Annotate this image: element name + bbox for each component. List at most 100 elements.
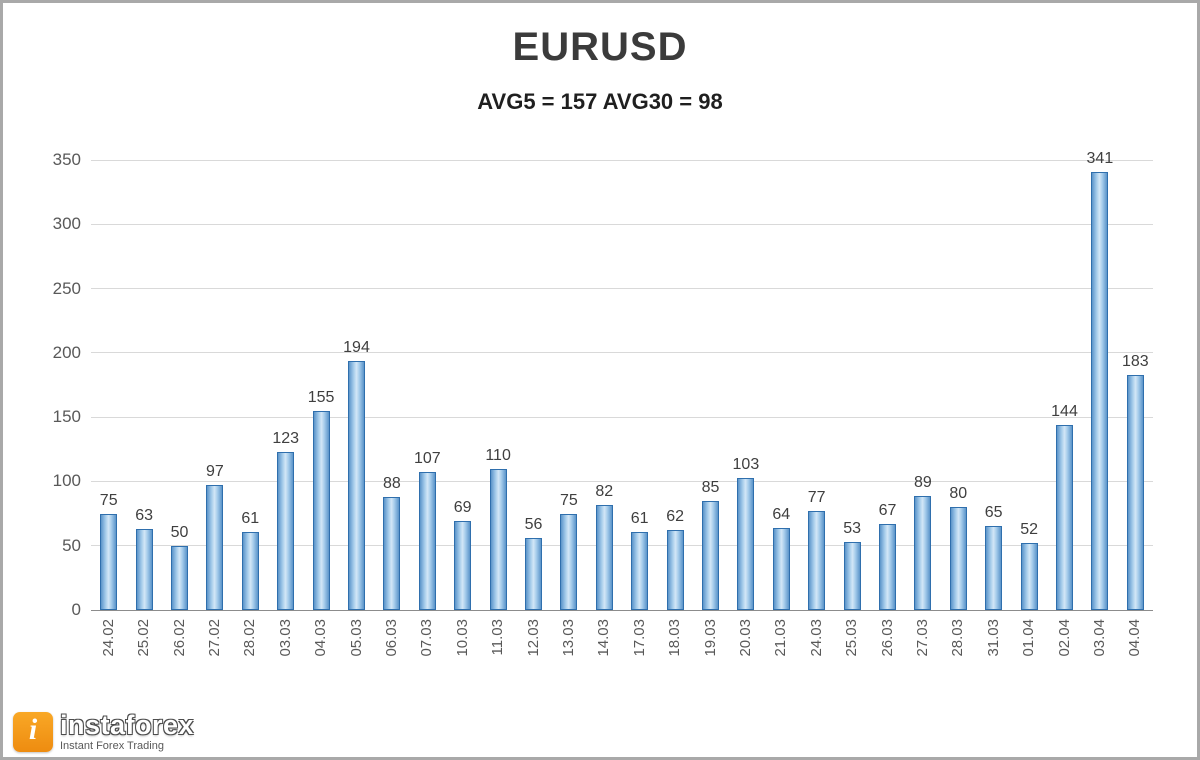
bar-value-label: 62	[666, 508, 684, 526]
bar-value-label: 53	[843, 519, 861, 537]
bar-value-label: 97	[205, 463, 224, 481]
y-axis-label: 250	[52, 278, 81, 298]
bar-01.04	[1020, 543, 1038, 610]
bar-value-label: 65	[984, 504, 1003, 522]
x-axis-label: 06.03	[382, 619, 400, 657]
bar-04.04	[1126, 374, 1144, 610]
y-axis-label: 0	[71, 600, 81, 619]
bar-20.03	[737, 477, 755, 610]
bar-28.03	[949, 507, 967, 610]
y-axis-label: 200	[52, 342, 81, 362]
x-axis-label: 25.03	[843, 619, 861, 657]
bar-19.03	[702, 500, 719, 610]
bar-value-label: 144	[1051, 402, 1078, 420]
x-axis-label: 05.03	[347, 619, 365, 657]
bar-25.02	[135, 529, 153, 610]
x-axis-label: 25.02	[135, 619, 153, 657]
x-axis-label: 17.03	[630, 619, 648, 657]
bar-07.03	[418, 472, 436, 610]
x-axis-label: 27.03	[913, 619, 931, 657]
bar-value-label: 183	[1121, 352, 1149, 370]
y-axis-label: 50	[62, 535, 81, 555]
bar-17.03	[631, 531, 649, 610]
bar-03.03	[277, 451, 295, 610]
bar-value-label: 88	[382, 474, 401, 492]
bar-18.03	[666, 530, 684, 610]
bar-value-label: 61	[241, 509, 260, 527]
bar-04.03	[312, 410, 330, 610]
bar-03.04	[1091, 171, 1109, 610]
bar-value-label: 64	[772, 505, 791, 523]
bar-value-label: 80	[949, 485, 968, 503]
logo-glyph: i	[28, 713, 38, 746]
bar-value-label: 107	[413, 450, 441, 468]
bar-value-label: 110	[485, 446, 511, 464]
bar-value-label: 341	[1086, 149, 1114, 167]
instaforex-logo-icon: i	[13, 712, 53, 752]
instaforex-watermark: i instaforex Instant Forex Trading	[13, 712, 194, 752]
bar-13.03	[560, 513, 578, 610]
bar-28.02	[241, 531, 259, 610]
brand-text-block: instaforex Instant Forex Trading	[60, 710, 195, 753]
bar-14.03	[595, 504, 613, 610]
gridline	[91, 159, 1153, 161]
x-axis-baseline	[91, 609, 1153, 611]
bar-31.03	[985, 526, 1003, 610]
bar-value-label: 56	[524, 516, 543, 533]
x-axis-label: 03.03	[276, 619, 294, 657]
x-axis-label: 24.03	[807, 619, 825, 657]
gridline	[91, 416, 1153, 418]
bar-24.02	[100, 513, 118, 610]
y-axis-label: 100	[52, 471, 81, 491]
x-axis-label: 31.03	[984, 619, 1002, 657]
chart-subtitle: AVG5 = 157 AVG30 = 98	[477, 89, 723, 114]
gridline	[91, 288, 1153, 290]
bar-26.03	[879, 523, 896, 610]
bar-value-label: 82	[595, 482, 614, 500]
bar-value-label: 85	[701, 478, 720, 496]
x-axis-label: 18.03	[666, 619, 684, 657]
x-axis-label: 03.04	[1090, 619, 1108, 657]
gridline	[91, 223, 1153, 225]
bar-value-label: 61	[630, 509, 649, 527]
bar-05.03	[348, 360, 365, 610]
y-axis-label: 150	[52, 407, 81, 427]
x-axis-label: 07.03	[418, 619, 436, 657]
x-axis-label: 24.02	[99, 619, 117, 657]
bar-26.02	[171, 545, 188, 610]
gridline	[91, 545, 1153, 547]
bar-25.03	[843, 541, 861, 610]
bar-value-label: 67	[878, 501, 897, 519]
bar-11.03	[489, 468, 507, 610]
chart-title: EURUSD	[512, 25, 688, 69]
x-axis-label: 26.03	[878, 619, 896, 657]
x-axis-label: 13.03	[559, 619, 577, 657]
x-axis-label: 04.03	[312, 619, 330, 657]
bar-value-label: 52	[1020, 521, 1038, 539]
x-axis-label: 28.03	[949, 619, 967, 657]
x-axis-label: 19.03	[701, 619, 719, 657]
x-axis-label: 28.02	[241, 619, 259, 657]
y-axis-label: 300	[52, 214, 81, 234]
bar-27.03	[914, 495, 932, 610]
bar-02.04	[1056, 424, 1073, 610]
bar-value-label: 63	[135, 507, 153, 524]
x-axis-label: 14.03	[595, 619, 613, 657]
x-axis-label: 27.02	[205, 619, 223, 657]
plot-area: 75 63 50 97 61 123 155 194 88 107 69 110 56 75 82 61 62 8…	[91, 150, 1153, 611]
bar-value-label: 75	[559, 491, 578, 509]
x-axis-label: 20.03	[736, 619, 754, 657]
y-axis: 0 50 100 150 200 250 300 350	[27, 150, 81, 619]
bar-value-label: 77	[807, 489, 826, 506]
bar-value-label: 123	[272, 429, 300, 447]
x-axis-label: 12.03	[524, 619, 542, 657]
gridline	[91, 480, 1153, 482]
x-axis-label: 01.04	[1020, 619, 1038, 657]
x-axis-label: 10.03	[453, 619, 471, 657]
bar-value-label: 103	[732, 455, 760, 473]
bar-06.03	[383, 496, 401, 610]
bar-value-label: 89	[913, 473, 932, 491]
gridline	[91, 352, 1153, 354]
brand-name: instaforex	[60, 710, 195, 740]
